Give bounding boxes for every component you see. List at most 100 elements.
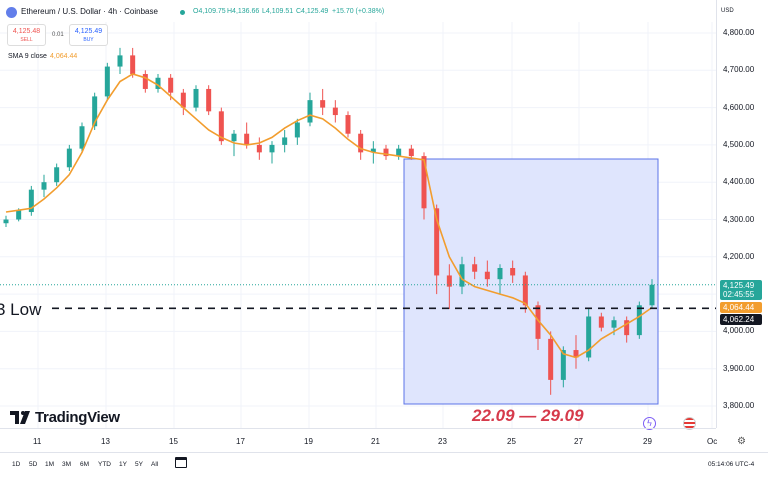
candle-body [649,284,655,306]
currency-label[interactable]: USD [721,8,734,14]
candle-body [231,133,237,142]
candle-body [320,100,326,108]
candle-body [383,148,389,157]
range-button[interactable]: All [151,461,159,468]
candle-body [358,133,364,153]
chart-svg[interactable] [0,22,716,428]
spread-value: 0.01 [52,32,64,38]
tradingview-logo[interactable]: TradingView [35,409,120,426]
time-axis-label: 27 [574,437,583,446]
candle-body [28,189,34,213]
candle-body [269,144,275,153]
candle-body [218,111,224,142]
time-axis-label: 29 [643,437,652,446]
candle-body [370,148,376,153]
candle-body [586,316,592,358]
buy-label: BUY [83,37,94,43]
candle-body [117,55,123,67]
time-axis-label: Oc [707,437,718,446]
price-axis-label: 4,000.00 [723,326,755,336]
price-axis-label: 3,800.00 [723,401,755,410]
candle-body [421,156,427,209]
candle-body [573,350,579,358]
price-axis-label: 4,500.00 [723,139,755,149]
candle-body [510,267,516,276]
candle-body [484,271,490,280]
candle-body [256,144,262,153]
range-button[interactable]: 1Y [119,461,127,468]
candle-body [92,96,98,127]
sell-button[interactable]: 4,125.48 SELL [7,24,46,46]
candle-body [130,55,136,75]
date-range-box [403,158,659,405]
candle-body [79,126,85,149]
price-axis-label: 3,900.00 [723,363,755,373]
range-button[interactable]: 5Y [135,461,143,468]
ohlc-close: C4,125.49 [296,8,329,15]
range-button[interactable]: 6M [80,461,90,468]
range-button[interactable]: 1D [12,461,21,468]
date-range-label[interactable]: 22.09 — 29.09 [472,406,584,425]
ohlc-change: +15.70 (+0.38%) [332,8,385,15]
price-axis[interactable] [716,0,768,428]
sma-value: 4,064.44 [50,53,78,60]
candle-body [522,275,528,306]
price-axis-label: 4,400.00 [723,177,755,187]
symbol-title[interactable]: Ethereum / U.S. Dollar · 4h · Coinbase [21,7,158,16]
chart-pane[interactable] [0,22,716,428]
ohlc-open: O4,109.75 [193,8,226,15]
candle-body [548,338,554,380]
range-button[interactable]: 5D [29,461,38,468]
axis-settings-icon[interactable]: ⚙ [737,436,746,447]
event-us-flag-icon[interactable] [683,417,696,430]
event-lightning-icon[interactable]: ϟ [643,417,656,430]
candle-body [598,316,604,328]
buy-price: 4,125.49 [74,28,103,35]
price-axis-label: 4,200.00 [723,251,755,261]
candle-body [180,92,186,108]
range-button[interactable]: 3M [62,461,72,468]
time-axis-label: 21 [371,437,380,446]
bar-countdown: 02:45:55 [723,290,755,299]
candle-body [560,350,566,380]
candle-body [193,88,199,108]
candle-body [155,77,161,89]
candle-body [66,148,72,168]
time-axis-label: 15 [169,437,178,446]
last-price: 4,125.49 [723,281,755,290]
low-line-label[interactable]: 3 Low [0,300,42,319]
candle-body [434,208,440,276]
time-axis-label: 23 [438,437,447,446]
candle-body [636,305,642,336]
time-axis[interactable] [0,428,716,452]
price-axis-label: 4,800.00 [723,28,755,37]
time-axis-label: 19 [304,437,313,446]
candle-body [408,148,414,157]
sell-label: SELL [20,37,33,43]
candle-body [307,100,313,123]
range-button[interactable]: YTD [98,461,111,468]
candle-body [3,219,9,224]
sma-label[interactable]: SMA 9 close [8,53,47,60]
candle-body [535,305,541,339]
sma-price: 4,064.44 [723,303,755,312]
price-axis-label: 4,700.00 [723,65,755,75]
clock-label[interactable]: 05:14:06 UTC-4 [708,461,755,468]
candle-body [244,133,250,145]
buy-button[interactable]: 4,125.49 BUY [69,24,108,46]
price-axis-label: 4,300.00 [723,214,755,224]
candle-body [446,275,452,287]
candle-body [345,115,351,134]
time-axis-label: 13 [101,437,110,446]
ohlc-low: L4,109.51 [262,8,294,15]
low-price: 4,062.24 [723,315,755,324]
ohlc-high: H4,136.66 [227,8,260,15]
candle-body [104,66,110,97]
candle-body [168,77,174,93]
candle-body [624,320,630,336]
sma-price-tag: 4,064.44 [720,302,762,313]
candle-body [16,210,22,220]
range-button[interactable]: 1M [45,461,55,468]
calendar-icon[interactable] [175,457,187,468]
